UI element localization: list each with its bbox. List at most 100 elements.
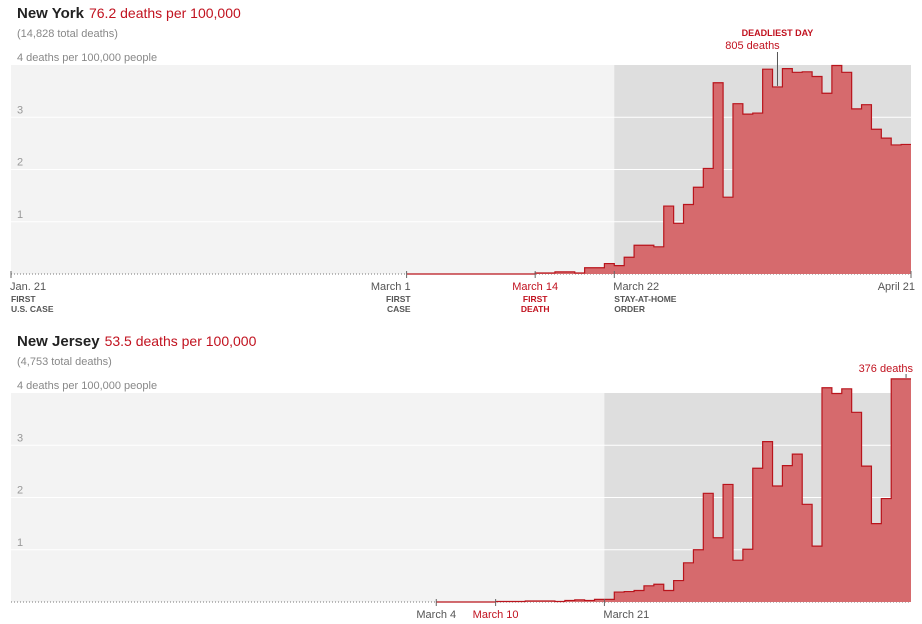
day-bar xyxy=(862,105,872,274)
day-bar xyxy=(595,599,605,602)
day-bar xyxy=(871,524,881,602)
day-bar xyxy=(664,206,674,274)
panel-new-york: New York 76.2 deaths per 100,000 (14,828 t… xyxy=(10,5,915,314)
day-bar xyxy=(802,72,812,274)
day-bar xyxy=(496,601,506,602)
day-bar xyxy=(555,272,565,274)
event-label: FIRST xyxy=(523,294,548,304)
day-bar xyxy=(812,546,822,602)
day-bar xyxy=(703,493,713,602)
day-bar xyxy=(723,484,733,602)
day-bar xyxy=(575,600,585,602)
day-bar xyxy=(901,379,911,602)
day-bar xyxy=(703,168,713,274)
day-bar xyxy=(723,197,733,274)
day-bar xyxy=(693,550,703,602)
event-label: U.S. CASE xyxy=(11,304,54,314)
day-bar xyxy=(802,504,812,602)
event-label: DEATH xyxy=(521,304,550,314)
death-rate: 76.2 deaths per 100,000 xyxy=(89,5,241,21)
y-axis-label: 4 deaths per 100,000 people xyxy=(17,52,157,64)
day-bar xyxy=(654,584,664,602)
day-bar xyxy=(881,499,891,602)
day-bar xyxy=(881,138,891,274)
day-bar xyxy=(654,247,664,274)
day-bar xyxy=(525,601,535,602)
day-bar xyxy=(792,72,802,274)
x-tick-label: March 14 xyxy=(512,281,558,293)
day-bar xyxy=(595,268,605,274)
day-bar xyxy=(624,257,634,274)
day-bar xyxy=(733,560,743,602)
day-bar xyxy=(862,466,872,602)
event-label: CASE xyxy=(387,304,411,314)
deaths-area xyxy=(406,65,911,275)
day-bar xyxy=(901,144,911,274)
x-tick-label: March 22 xyxy=(613,281,659,293)
day-bar xyxy=(545,601,555,602)
deaths-line xyxy=(406,64,911,275)
day-bar xyxy=(832,66,842,274)
x-tick-label: March 4 xyxy=(416,609,456,621)
day-bar xyxy=(713,83,723,274)
day-bar xyxy=(565,272,575,274)
peak-value: 805 deaths xyxy=(725,40,780,52)
day-bar xyxy=(565,600,575,602)
y-axis-label: 4 deaths per 100,000 people xyxy=(17,380,157,392)
day-bar xyxy=(684,205,694,274)
y-tick-label: 2 xyxy=(17,485,23,497)
peak-value: 376 deaths xyxy=(859,363,914,375)
day-bar xyxy=(782,466,792,602)
day-bar xyxy=(693,187,703,274)
day-bar xyxy=(842,389,852,602)
day-bar xyxy=(891,145,901,274)
y-tick-label: 1 xyxy=(17,209,23,221)
y-tick-label: 2 xyxy=(17,157,23,169)
day-bar xyxy=(624,592,634,602)
total-deaths: (14,828 total deaths) xyxy=(17,28,118,40)
day-bar xyxy=(852,412,862,602)
day-bar xyxy=(644,245,654,274)
day-bar xyxy=(713,538,723,602)
day-bar xyxy=(555,601,565,602)
day-bar xyxy=(773,486,783,602)
day-bar xyxy=(822,93,832,274)
day-bar xyxy=(753,113,763,274)
day-bar xyxy=(871,129,881,274)
state-title: New Jersey 53.5 deaths per 100,000 xyxy=(17,333,257,350)
day-bar xyxy=(792,454,802,602)
day-bar xyxy=(535,273,545,274)
day-bar xyxy=(634,245,644,274)
day-bar xyxy=(773,87,783,274)
event-label: FIRST xyxy=(386,294,411,304)
day-bar xyxy=(614,266,624,274)
day-bar xyxy=(644,586,654,602)
deaths-line xyxy=(436,378,911,603)
event-label: ORDER xyxy=(614,304,645,314)
x-tick-label: April 21 xyxy=(878,281,915,293)
day-bar xyxy=(684,563,694,602)
y-tick-label: 1 xyxy=(17,537,23,549)
state-title: New York 76.2 deaths per 100,000 xyxy=(17,5,241,22)
day-bar xyxy=(585,268,595,274)
state-name: New Jersey xyxy=(17,333,100,350)
y-tick-label: 3 xyxy=(17,432,23,444)
day-bar xyxy=(535,601,545,602)
day-bar xyxy=(545,273,555,274)
day-bar xyxy=(812,76,822,274)
day-bar xyxy=(634,591,644,602)
day-bar xyxy=(753,468,763,602)
day-bar xyxy=(604,599,614,602)
day-bar xyxy=(842,72,852,274)
y-tick-label: 3 xyxy=(17,104,23,116)
day-bar xyxy=(575,273,585,274)
day-bar xyxy=(832,394,842,602)
x-tick-label: March 10 xyxy=(473,609,519,621)
day-bar xyxy=(852,109,862,274)
day-bar xyxy=(822,388,832,602)
event-label: FIRST xyxy=(11,294,36,304)
day-bar xyxy=(674,581,684,602)
event-label: STAY-AT-HOME xyxy=(614,294,677,304)
peak-title: DEADLIEST DAY xyxy=(742,28,814,38)
